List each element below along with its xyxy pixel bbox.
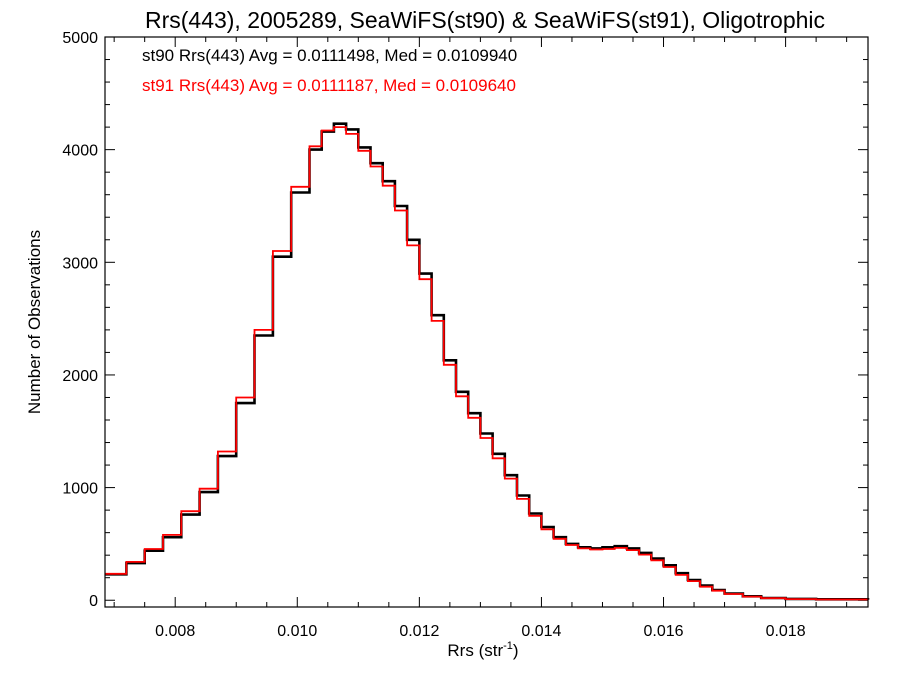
- series-layer: [105, 122, 870, 601]
- x-tick-label: 0.014: [521, 623, 561, 640]
- chart-title: Rrs(443), 2005289, SeaWiFS(st90) & SeaWi…: [145, 7, 825, 33]
- x-axis-title-sup: -1: [503, 640, 513, 652]
- y-tick-label: 1000: [62, 481, 98, 498]
- y-axis-title: Number of Observations: [25, 230, 44, 414]
- x-tick-label: 0.008: [155, 623, 195, 640]
- x-tick-label: 0.012: [399, 623, 439, 640]
- y-tick-label: 4000: [62, 143, 98, 160]
- y-axis-tick-labels: 0 1000 2000 3000 4000 5000: [62, 30, 98, 610]
- series-line-st90: [105, 122, 870, 601]
- y-tick-label: 2000: [62, 368, 98, 385]
- legend: st90 Rrs(443) Avg = 0.0111498, Med = 0.0…: [142, 46, 517, 95]
- x-axis-title: Rrs (str-1): [447, 640, 518, 660]
- legend-entry-st91: st91 Rrs(443) Avg = 0.0111187, Med = 0.0…: [142, 76, 516, 95]
- y-tick-label: 5000: [62, 30, 98, 47]
- series-line-st91: [105, 126, 869, 601]
- y-tick-label: 3000: [62, 255, 98, 272]
- plot-frame: [104, 36, 869, 608]
- x-tick-label: 0.010: [277, 623, 317, 640]
- axis-ticks: [105, 36, 868, 607]
- x-tick-label: 0.016: [643, 623, 683, 640]
- legend-entry-st90: st90 Rrs(443) Avg = 0.0111498, Med = 0.0…: [142, 46, 517, 65]
- x-axis-tick-labels: 0.008 0.010 0.012 0.014 0.016 0.018: [155, 623, 806, 640]
- y-tick-label: 0: [89, 593, 98, 610]
- x-tick-label: 0.018: [766, 623, 806, 640]
- x-axis-title-end: ): [513, 641, 519, 660]
- x-axis-title-main: Rrs (str: [447, 641, 503, 660]
